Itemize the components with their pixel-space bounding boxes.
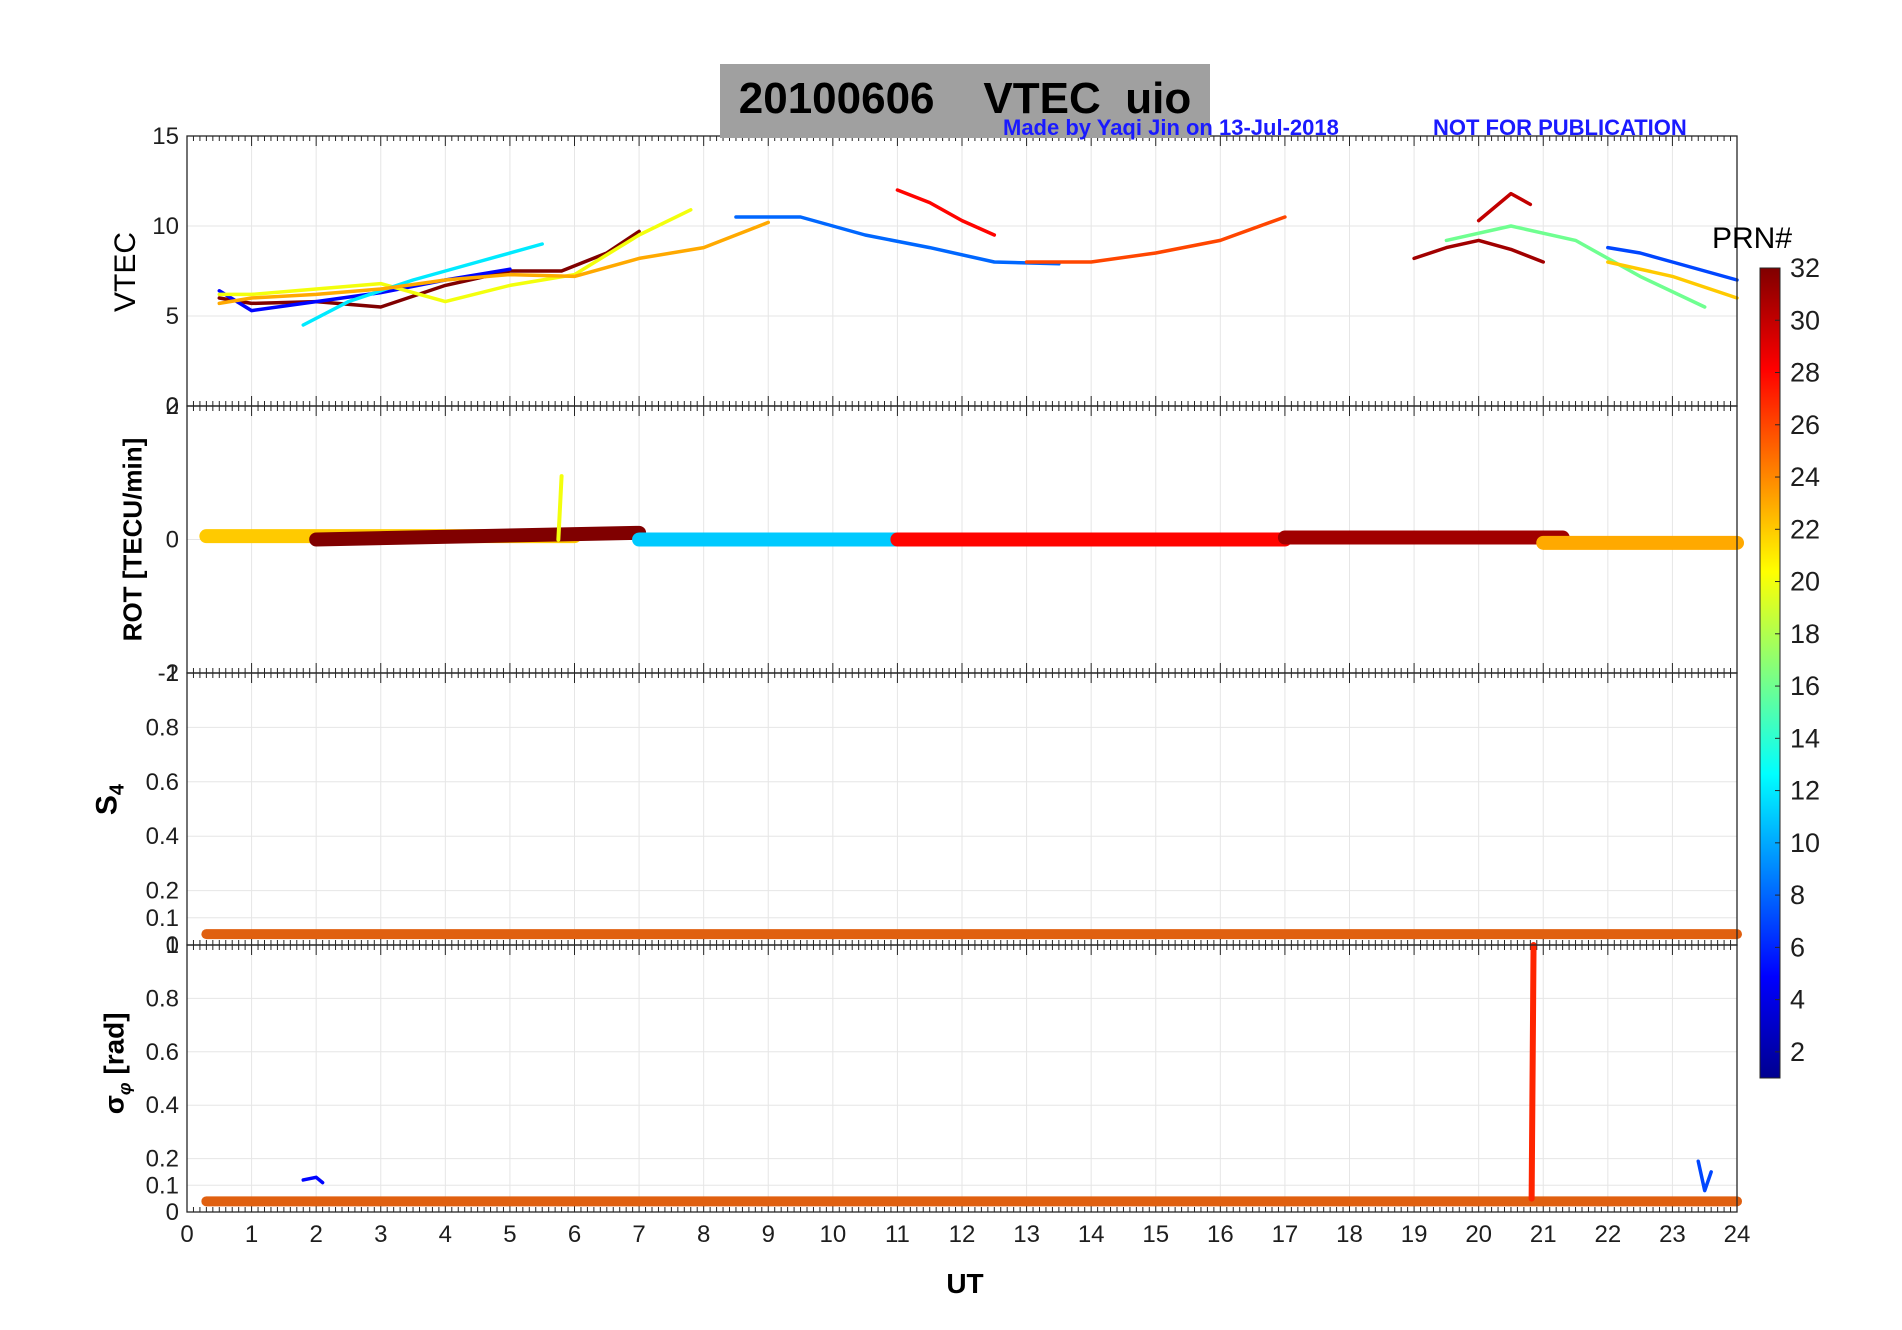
series-line xyxy=(1528,942,1537,1202)
colorbar-tick-label: 20 xyxy=(1790,567,1820,597)
series-line xyxy=(1606,245,1739,282)
y-tick-label: 0.2 xyxy=(146,1146,179,1173)
x-tick-label: 15 xyxy=(1142,1221,1169,1248)
y-tick-label: 15 xyxy=(152,123,179,150)
x-tick-label: 13 xyxy=(1013,1221,1040,1248)
series-line xyxy=(309,525,647,547)
series-line xyxy=(1412,238,1545,264)
panel-frame xyxy=(186,944,1738,1213)
x-tick-label: 4 xyxy=(439,1221,452,1248)
y-tick-label: 0.1 xyxy=(146,905,179,932)
colorbar-tick-label: 22 xyxy=(1790,514,1820,544)
x-tick-label: 11 xyxy=(885,1221,910,1248)
x-tick-label: 10 xyxy=(819,1221,846,1248)
colorbar-tick-label: 30 xyxy=(1790,305,1820,335)
panel-sigma_phi: 00.10.20.40.60.810 1 2 3 4 5 6 7 8 9 10 11 12 13 14 15 1… xyxy=(146,932,1751,1248)
x-tick-label: 14 xyxy=(1078,1221,1105,1248)
series-line xyxy=(217,220,770,306)
series-line xyxy=(217,208,693,304)
colorbar-tick-label: 4 xyxy=(1790,985,1805,1015)
credit-text: Made by Yaqi Jin on 13-Jul-2018 xyxy=(1003,115,1339,140)
series-line xyxy=(1444,224,1707,309)
colorbar-gradient xyxy=(1759,267,1781,1079)
series-line xyxy=(1476,191,1533,223)
x-tick-label: 16 xyxy=(1207,1221,1234,1248)
y-tick-label: 0.6 xyxy=(146,1039,179,1066)
x-tick-label: 5 xyxy=(503,1221,516,1248)
x-tick-label: 2 xyxy=(309,1221,322,1248)
colorbar-tick-label: 12 xyxy=(1790,776,1820,806)
x-tick-label: 22 xyxy=(1594,1221,1621,1248)
colorbar-tick-label: 2 xyxy=(1790,1037,1805,1067)
x-tick-label: 21 xyxy=(1530,1221,1557,1248)
y-tick-label: 0 xyxy=(166,393,179,420)
y-tick-label: 0 xyxy=(166,1199,179,1226)
vtec-ylabel: VTEC xyxy=(109,231,142,312)
y-tick-label: 0.8 xyxy=(146,714,179,741)
s4-ylabel: S4 xyxy=(90,783,129,816)
series-line xyxy=(556,474,564,542)
colorbar-tick-label: 26 xyxy=(1790,410,1820,440)
colorbar-tick-label: 16 xyxy=(1790,671,1820,701)
y-tick-label: 0.4 xyxy=(146,1092,179,1119)
colorbar-label: PRN# xyxy=(1712,222,1793,255)
series-line xyxy=(1024,215,1287,264)
y-tick-label: 0.8 xyxy=(146,985,179,1012)
chart-title: 20100606 VTEC uio xyxy=(738,74,1192,123)
y-tick-label: 10 xyxy=(152,213,179,240)
x-tick-label: 17 xyxy=(1272,1221,1299,1248)
x-tick-label: 23 xyxy=(1659,1221,1686,1248)
series-line xyxy=(734,215,1061,266)
colorbar-tick-label: 10 xyxy=(1790,828,1820,858)
series-line xyxy=(301,242,544,327)
y-tick-label: 1 xyxy=(166,660,179,687)
y-tick-label: 0 xyxy=(166,932,179,959)
x-axis-label: UT xyxy=(946,1268,984,1299)
x-tick-label: 9 xyxy=(762,1221,775,1248)
y-tick-label: 0.6 xyxy=(146,769,179,796)
y-tick-label: 0.2 xyxy=(146,878,179,905)
x-tick-label: 18 xyxy=(1336,1221,1363,1248)
panel-s4: 00.10.2 0.4 0.6 0.8 1 xyxy=(146,660,1742,959)
x-tick-label: 24 xyxy=(1724,1221,1751,1248)
panel-rot: -202 xyxy=(158,393,1744,687)
y-tick-label: 0 xyxy=(166,527,179,554)
y-tick-label: 5 xyxy=(166,303,179,330)
series-line xyxy=(217,229,641,309)
x-tick-label: 20 xyxy=(1465,1221,1492,1248)
x-tick-label: 12 xyxy=(949,1221,976,1248)
y-tick-label: 0.1 xyxy=(146,1172,179,1199)
series-line xyxy=(301,1175,325,1185)
series-line xyxy=(1606,260,1739,300)
x-tick-label: 6 xyxy=(568,1221,581,1248)
colorbar-tick-label: 24 xyxy=(1790,462,1820,492)
x-tick-label: 7 xyxy=(632,1221,645,1248)
colorbar-tick-label: 8 xyxy=(1790,880,1805,910)
colorbar-tick-label: 18 xyxy=(1790,619,1820,649)
title-background xyxy=(720,64,1210,138)
x-tick-label: 0 xyxy=(180,1221,193,1248)
colorbar-tick-label: 14 xyxy=(1790,723,1820,753)
x-tick-label: 8 xyxy=(697,1221,710,1248)
series-line xyxy=(895,188,997,237)
y-tick-label: 2 xyxy=(166,393,179,420)
x-tick-label: 1 xyxy=(245,1221,258,1248)
publication-notice: NOT FOR PUBLICATION xyxy=(1433,115,1687,140)
colorbar-tick-label: 6 xyxy=(1790,932,1805,962)
x-tick-label: 3 xyxy=(374,1221,387,1248)
panel-vtec: 0 5 10 15 xyxy=(152,123,1739,420)
y-tick-label: 0.4 xyxy=(146,823,179,850)
y-tick-label: 1 xyxy=(166,932,179,959)
colorbar-tick-label: 32 xyxy=(1790,253,1820,283)
y-tick-label: -2 xyxy=(158,660,179,687)
sigma-phi-ylabel: σφ [rad] xyxy=(98,1012,135,1115)
series-line xyxy=(1696,1159,1713,1193)
rot-ylabel: ROT [TECU/min] xyxy=(117,437,148,642)
colorbar-tick-label: 28 xyxy=(1790,358,1820,388)
x-tick-label: 19 xyxy=(1401,1221,1428,1248)
